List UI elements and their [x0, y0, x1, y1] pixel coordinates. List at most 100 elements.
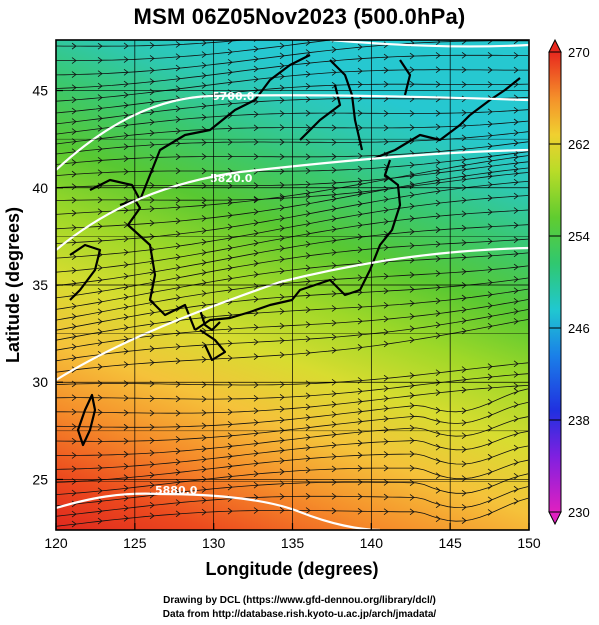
streamline-arrow — [279, 267, 285, 275]
streamline-arrow — [487, 238, 493, 245]
streamline-arrow — [279, 181, 285, 189]
x-tick-label: 140 — [360, 535, 384, 551]
streamline-arrow — [123, 101, 129, 109]
streamline-arrow — [227, 223, 233, 231]
streamline-arrow — [435, 240, 441, 248]
streamline-arrow — [123, 361, 129, 368]
streamline-arrow — [331, 305, 337, 312]
streamline-arrow — [253, 481, 259, 489]
streamline-arrow — [201, 113, 207, 121]
streamline-arrow — [357, 233, 363, 241]
streamline-arrow — [513, 287, 519, 295]
streamline-arrow — [253, 110, 259, 118]
streamline-arrow — [383, 479, 389, 486]
streamline-arrow — [227, 138, 233, 146]
streamline-arrow — [280, 33, 284, 39]
streamline-arrow — [123, 261, 129, 269]
streamline-arrow — [227, 199, 233, 207]
streamline-arrow — [149, 471, 155, 479]
streamline-arrow — [123, 347, 129, 355]
streamline-arrow — [461, 51, 467, 59]
streamline-arrow — [487, 312, 493, 320]
streamline-arrow — [305, 424, 311, 431]
streamline-arrow — [227, 325, 233, 333]
streamline-arrow — [279, 245, 285, 252]
streamline-arrow — [175, 64, 181, 72]
streamline-arrow — [123, 196, 129, 204]
streamline-arrow — [201, 139, 207, 146]
streamline-arrow — [305, 434, 311, 441]
streamline-arrow — [279, 84, 285, 92]
x-tick-label: 145 — [438, 535, 462, 551]
streamline-arrow — [513, 497, 519, 505]
y-tick-label: 25 — [32, 471, 48, 487]
streamline-arrow — [175, 510, 181, 518]
height-contours — [56, 40, 529, 530]
streamline-arrow — [487, 398, 493, 406]
streamline-arrow — [487, 132, 493, 139]
streamline-arrow — [461, 268, 467, 275]
streamline-arrow — [435, 176, 441, 184]
streamline-arrow — [123, 293, 129, 301]
streamline-arrow — [175, 423, 181, 431]
streamline-arrow — [461, 503, 467, 511]
streamline-arrow — [227, 125, 233, 132]
streamline-arrow — [487, 252, 493, 260]
streamline-arrow — [357, 344, 363, 351]
streamline-arrow — [513, 415, 519, 423]
x-tick-label: 130 — [202, 535, 226, 551]
streamline-arrow — [97, 70, 103, 77]
streamline-arrow — [305, 492, 311, 500]
streamline-arrow — [227, 421, 233, 428]
streamline-arrow — [279, 480, 285, 488]
streamline-arrow — [435, 66, 441, 74]
streamline-arrow — [175, 329, 181, 337]
streamline-arrow — [435, 389, 441, 396]
streamline-arrow — [487, 152, 493, 160]
streamline-arrow — [487, 509, 493, 516]
streamline-arrow — [97, 94, 103, 101]
streamline-arrow — [461, 489, 467, 497]
streamline-arrow — [357, 124, 363, 132]
streamline-arrow — [97, 264, 103, 272]
streamline-arrow — [71, 267, 77, 274]
streamline-arrow — [97, 423, 103, 431]
streamline-arrow — [487, 411, 493, 419]
streamline-arrow — [487, 291, 493, 298]
streamline-arrow — [201, 508, 207, 516]
streamline-arrow — [461, 327, 467, 335]
streamline-arrow — [409, 228, 415, 236]
streamline-arrow — [435, 40, 441, 46]
streamline-arrow — [487, 482, 493, 490]
streamline-arrow — [357, 81, 363, 88]
streamline-arrow — [409, 413, 415, 420]
streamline-arrow — [409, 372, 415, 379]
streamline-arrow — [357, 331, 363, 339]
streamline-arrow — [279, 73, 285, 80]
streamline-arrow — [123, 91, 129, 99]
streamline-arrow — [331, 276, 337, 283]
streamline-arrow — [201, 62, 207, 69]
streamline-arrow — [513, 472, 519, 480]
streamline-arrow — [331, 195, 337, 203]
streamline-arrow — [149, 437, 155, 444]
streamline-arrow — [409, 325, 415, 332]
streamline-arrow — [279, 124, 285, 131]
streamline-arrow — [383, 340, 389, 348]
streamline-arrow — [305, 479, 311, 487]
streamline-arrow — [435, 321, 441, 329]
streamline-arrow — [175, 105, 181, 113]
streamline-arrow — [175, 116, 181, 123]
streamline-arrow — [149, 88, 155, 96]
x-axis: 120 125 130 135 140 145 150 — [44, 523, 541, 551]
streamline-arrow — [253, 381, 259, 389]
streamline-arrow — [331, 431, 337, 438]
streamline-arrow — [383, 415, 389, 423]
streamline-arrow — [514, 23, 518, 29]
streamline-arrow — [227, 68, 233, 76]
streamline-arrow — [71, 452, 77, 459]
streamline-arrow — [383, 195, 389, 203]
streamline-arrow — [331, 262, 337, 269]
streamline-arrow — [123, 206, 129, 214]
streamline-arrow — [227, 507, 233, 515]
